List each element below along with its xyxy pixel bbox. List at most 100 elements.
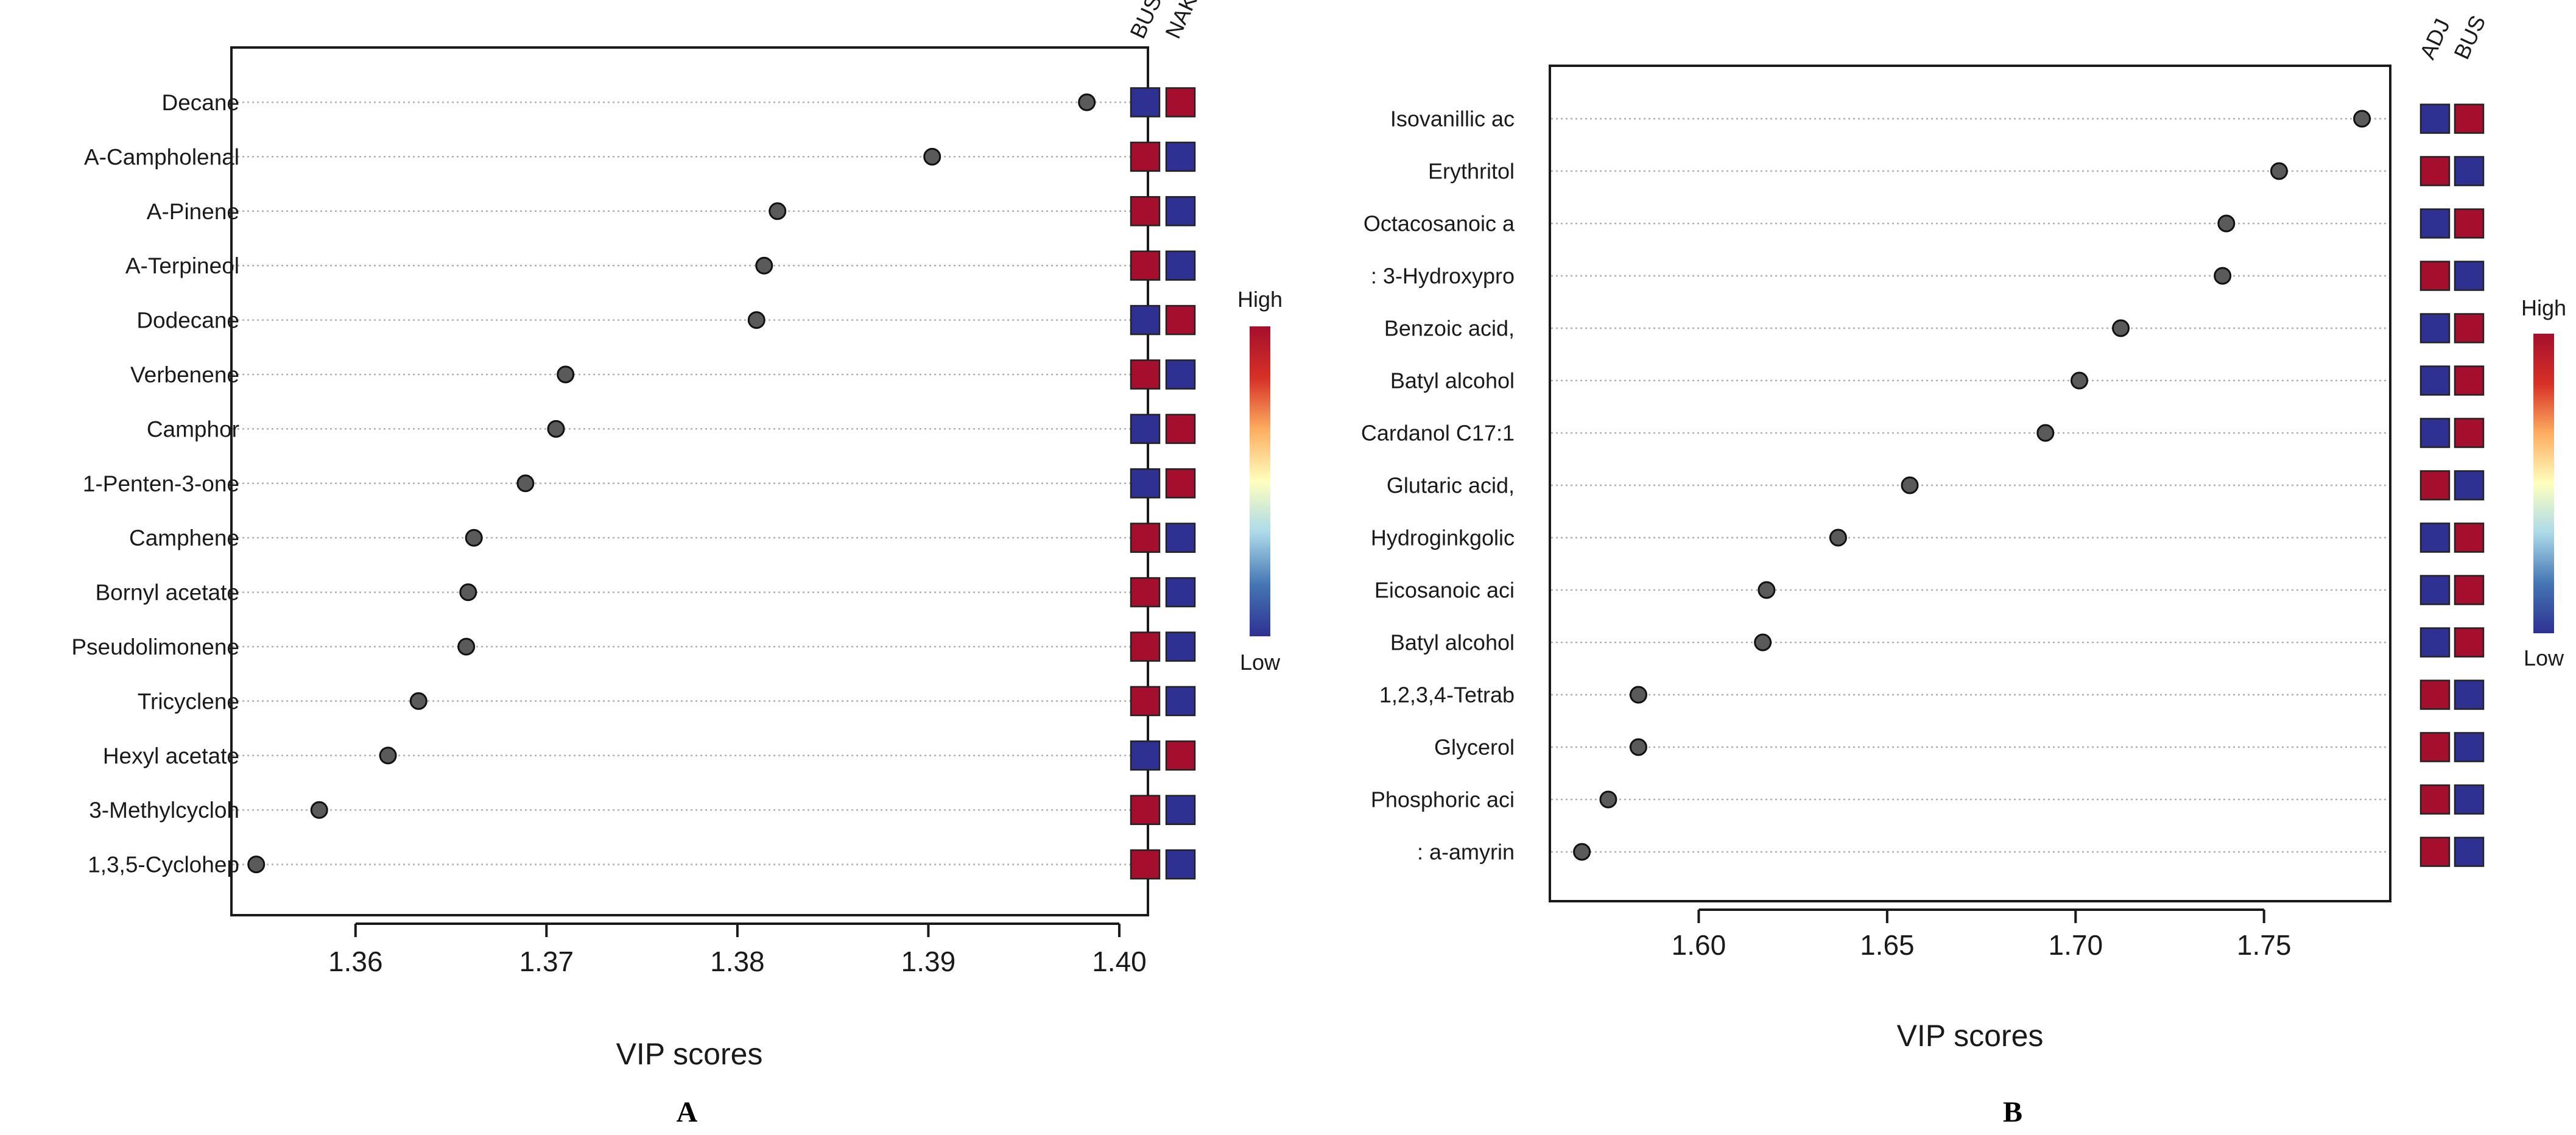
panel-a-vip-chart: Decane A-Campholenal A-Pinene A-Terpineol Do…: [71, 0, 1283, 1128]
heat-cell: [2454, 313, 2485, 343]
y-tick-label: Erythritol: [1428, 159, 1515, 184]
heat-cell: [1165, 87, 1196, 118]
y-tick-label: Glutaric acid,: [1387, 473, 1515, 498]
heat-cell: [1130, 87, 1161, 118]
group-column-label: BUS: [2449, 12, 2490, 63]
x-axis-title: VIP scores: [616, 1037, 763, 1071]
heat-cell: [1165, 522, 1196, 553]
heat-cell: [1165, 196, 1196, 227]
data-point: [2214, 267, 2232, 285]
heat-cell: [1165, 795, 1196, 825]
x-tick-label: 1.75: [2237, 929, 2292, 961]
y-tick-label: Batyl alcohol: [1390, 630, 1515, 655]
y-tick-label: Camphene: [129, 525, 239, 550]
group-column-label: ADJ: [2415, 15, 2455, 63]
legend-low-label: Low: [2524, 645, 2564, 670]
heat-cell: [1165, 250, 1196, 281]
heat-cell: [2454, 156, 2485, 186]
heat-cell: [2454, 470, 2485, 501]
y-tick-label: : 3-Hydroxypro: [1371, 264, 1515, 289]
heat-cell: [1130, 141, 1161, 172]
plot-frame: [230, 46, 1149, 916]
x-axis: 1.60 1.65 1.70 1.75: [1672, 908, 2292, 961]
heat-cell: [2419, 522, 2451, 553]
heat-cell: [2419, 680, 2451, 710]
color-bar: [2533, 334, 2554, 633]
y-tick-label: A-Campholenal: [84, 144, 239, 169]
heat-cell: [2454, 418, 2485, 448]
data-points: [1573, 110, 2371, 861]
x-tick-label: 1.37: [519, 946, 574, 977]
heat-cell: [2419, 208, 2451, 239]
y-tick-label: Verbenene: [130, 362, 239, 387]
x-axis: 1.36 1.37 1.38 1.39 1.40: [328, 922, 1147, 977]
gridlines: [1551, 118, 2389, 853]
y-tick-label: Tricyclene: [138, 689, 239, 714]
data-point: [2217, 214, 2236, 233]
heat-cell: [2419, 418, 2451, 448]
y-tick-label: Octacosanoic a: [1364, 211, 1515, 236]
heat-cell: [2419, 837, 2451, 867]
x-tick-label: 1.40: [1092, 946, 1147, 977]
x-tick-label: 1.65: [1860, 929, 1915, 961]
heat-cell: [1165, 631, 1196, 662]
data-point: [1901, 476, 1919, 494]
y-tick-label: 1,3,5-Cyclohep: [88, 852, 239, 877]
data-point: [1829, 529, 1847, 547]
x-tick-label: 1.39: [901, 946, 956, 977]
data-point: [1629, 738, 1647, 756]
y-axis-labels: Isovanillic ac Erythritol Octacosanoic a : …: [1361, 107, 1515, 865]
data-point: [747, 311, 765, 329]
heat-cell: [2454, 680, 2485, 710]
y-tick-label: Decane: [161, 90, 239, 115]
x-axis-title: VIP scores: [1897, 1019, 2044, 1053]
y-tick-label: Bornyl acetate: [95, 580, 239, 605]
heat-cell: [1130, 413, 1161, 445]
heat-cell: [2454, 365, 2485, 396]
y-tick-label: Isovanillic ac: [1390, 107, 1515, 132]
heat-cell: [2419, 784, 2451, 815]
heat-cell: [2454, 261, 2485, 291]
y-tick-label: Eicosanoic aci: [1374, 578, 1515, 603]
data-point: [1758, 581, 1776, 599]
color-legend: High Low: [2521, 295, 2566, 670]
y-tick-label: Pseudolimonene: [71, 634, 239, 659]
heat-cell: [1130, 795, 1161, 825]
legend-high-label: High: [1237, 287, 1283, 312]
data-point: [2112, 319, 2130, 337]
group-column-label: NAK: [1160, 0, 1202, 42]
heat-cell: [1165, 359, 1196, 390]
y-tick-label: Hexyl acetate: [103, 743, 239, 768]
x-tick-label: 1.38: [710, 946, 765, 977]
data-point: [465, 529, 483, 547]
heat-cell: [1165, 304, 1196, 336]
heat-cell: [2454, 784, 2485, 815]
heat-cell: [2454, 522, 2485, 553]
heat-cell: [2419, 575, 2451, 605]
data-point: [769, 202, 787, 220]
legend-low-label: Low: [1240, 650, 1281, 675]
y-tick-label: Batyl alcohol: [1390, 368, 1515, 393]
heat-cell: [1130, 577, 1161, 608]
y-tick-label: Dodecane: [136, 308, 239, 333]
group-column-label: BUS: [1125, 0, 1166, 42]
heat-cell: [2419, 104, 2451, 134]
y-tick-label: Glycerol: [1434, 735, 1515, 760]
y-tick-label: Benzoic acid,: [1384, 316, 1515, 341]
heat-cell: [1165, 413, 1196, 445]
heat-cell: [2419, 627, 2451, 658]
heat-cell: [1130, 250, 1161, 281]
data-point: [1573, 843, 1591, 861]
x-tick-label: 1.70: [2049, 929, 2103, 961]
heat-cell: [1130, 468, 1161, 499]
y-tick-label: 1-Penten-3-one: [83, 471, 239, 496]
data-points: [247, 93, 1096, 874]
heat-cell: [1165, 849, 1196, 880]
data-point: [1078, 93, 1096, 111]
data-point: [459, 583, 477, 602]
y-axis-labels: Decane A-Campholenal A-Pinene A-Terpineol Do…: [71, 90, 239, 877]
y-tick-label: A-Pinene: [147, 199, 239, 224]
